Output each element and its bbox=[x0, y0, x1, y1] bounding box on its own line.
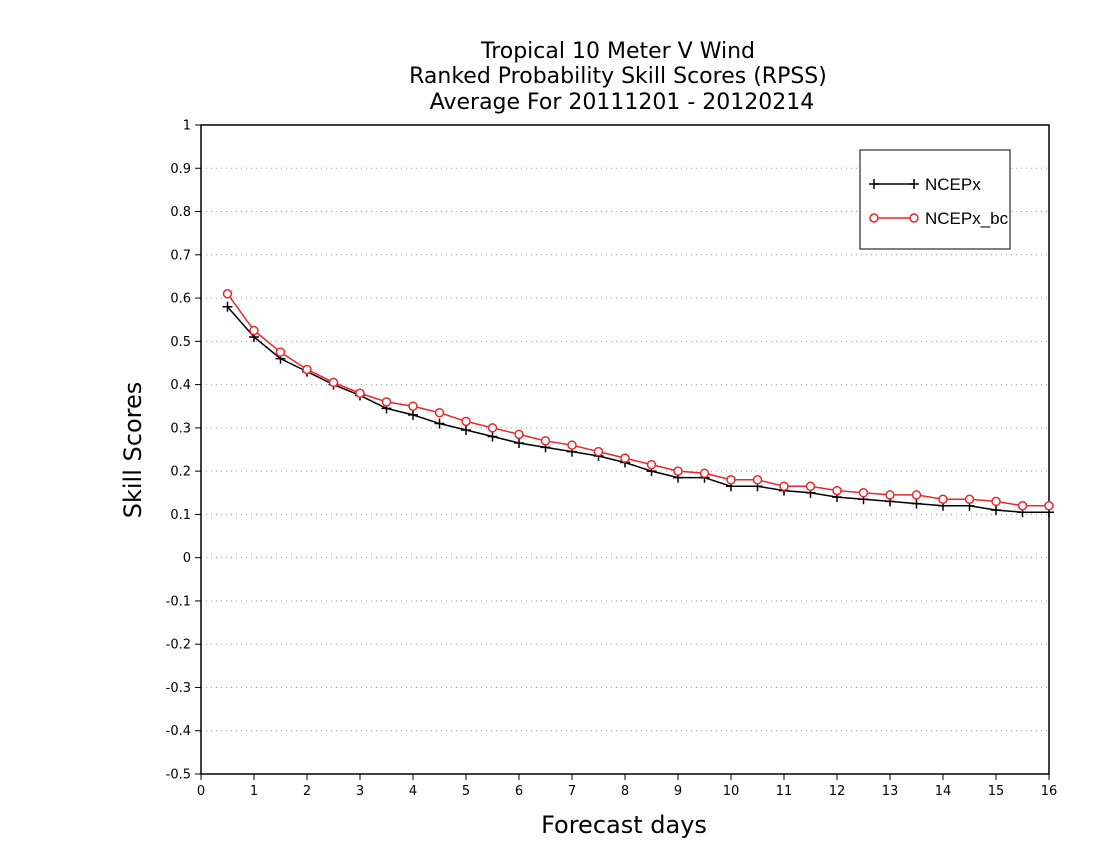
y-tick-label: -0.3 bbox=[166, 681, 191, 696]
x-tick-label: 2 bbox=[303, 784, 311, 799]
data-point bbox=[514, 438, 524, 449]
y-tick-label: 0.4 bbox=[170, 378, 191, 393]
data-point bbox=[222, 288, 233, 299]
x-axis-label: Forecast days bbox=[541, 811, 707, 839]
data-point bbox=[355, 388, 365, 399]
data-point bbox=[222, 301, 233, 312]
x-tick-label: 6 bbox=[515, 784, 523, 799]
x-tick-label: 5 bbox=[462, 784, 470, 799]
data-point bbox=[991, 496, 1001, 507]
x-tick-label: 3 bbox=[356, 784, 364, 799]
data-point bbox=[514, 429, 524, 440]
data-point bbox=[885, 490, 895, 500]
series-ncepx bbox=[222, 301, 1054, 518]
legend-marker bbox=[909, 213, 919, 223]
data-point bbox=[858, 488, 869, 498]
data-point bbox=[487, 423, 498, 433]
y-tick-label: 0 bbox=[183, 551, 191, 566]
x-tick-label: 16 bbox=[1041, 784, 1058, 799]
legend-label: NCEPx_bc bbox=[925, 209, 1009, 228]
y-tick-label: 1 bbox=[183, 119, 191, 134]
y-axis-label: Skill Scores bbox=[119, 382, 147, 519]
chart-title-line-3: Average For 20111201 - 20120214 bbox=[430, 90, 815, 115]
y-tick-label: -0.2 bbox=[166, 638, 191, 653]
y-tick-label: 0.8 bbox=[170, 205, 191, 220]
x-tick-label: 13 bbox=[882, 784, 899, 799]
data-point bbox=[699, 468, 710, 479]
data-point bbox=[1017, 500, 1028, 511]
legend: NCEPx NCEPx_bc bbox=[859, 149, 1011, 250]
x-tick-label: 0 bbox=[197, 784, 205, 799]
data-point bbox=[646, 459, 657, 470]
data-point bbox=[381, 397, 392, 407]
y-tick-label: -0.1 bbox=[166, 594, 191, 609]
legend-box bbox=[859, 149, 1011, 250]
data-point bbox=[275, 347, 286, 357]
y-tick-label: 0.1 bbox=[170, 508, 191, 523]
data-point bbox=[991, 505, 1001, 516]
x-tick-label: 9 bbox=[674, 784, 682, 799]
data-point bbox=[911, 498, 922, 509]
data-point bbox=[408, 409, 418, 420]
y-tick-label: 0.3 bbox=[170, 421, 191, 436]
data-point bbox=[434, 407, 445, 418]
y-tick-label: 0.5 bbox=[170, 335, 191, 350]
y-tick-label: 0.6 bbox=[170, 292, 191, 307]
legend-label: NCEPx bbox=[925, 175, 981, 194]
data-point bbox=[726, 475, 736, 485]
chart-title-line-2: Ranked Probability Skill Scores (RPSS) bbox=[409, 64, 827, 89]
series-ncepx-bc bbox=[222, 288, 1054, 511]
x-tick-label: 8 bbox=[621, 784, 629, 799]
series-line bbox=[226, 293, 1049, 507]
grid-lines bbox=[201, 167, 1049, 732]
series-line bbox=[226, 306, 1049, 513]
legend-item-ncepx-bc: NCEPx_bc bbox=[869, 209, 1009, 228]
data-point bbox=[1044, 500, 1054, 511]
data-point bbox=[302, 364, 312, 375]
data-point bbox=[593, 446, 604, 457]
data-point bbox=[964, 494, 975, 505]
y-tick-label: 0.2 bbox=[170, 465, 191, 480]
legend-item-ncepx: NCEPx bbox=[869, 175, 981, 194]
data-point bbox=[911, 490, 922, 500]
x-axis: 0 1 2 3 4 5 6 7 8 9 10 11 12 13 14 15 16 bbox=[197, 774, 1057, 799]
data-point bbox=[832, 485, 842, 496]
x-tick-label: 11 bbox=[776, 784, 793, 799]
data-point bbox=[779, 481, 789, 492]
data-point bbox=[461, 425, 471, 436]
x-tick-label: 14 bbox=[935, 784, 952, 799]
legend-marker bbox=[909, 179, 919, 189]
data-point bbox=[620, 453, 630, 463]
data-point bbox=[487, 431, 498, 442]
data-point bbox=[461, 416, 471, 427]
x-tick-label: 12 bbox=[829, 784, 846, 799]
x-tick-label: 7 bbox=[568, 784, 576, 799]
data-point bbox=[805, 481, 816, 492]
data-point bbox=[434, 418, 445, 429]
x-tick-label: 10 bbox=[723, 784, 740, 799]
data-point bbox=[249, 325, 259, 336]
chart-title-line-1: Tropical 10 Meter V Wind bbox=[480, 39, 755, 64]
x-tick-label: 4 bbox=[409, 784, 417, 799]
series-layer bbox=[222, 288, 1054, 518]
data-point bbox=[540, 436, 551, 446]
data-point bbox=[938, 494, 948, 505]
legend-marker bbox=[869, 213, 879, 223]
data-point bbox=[408, 401, 418, 411]
y-axis: 1 0.9 0.8 0.7 0.6 0.5 0.4 0.3 0.2 0.1 0 -0.1 -0.2 -0.… bbox=[166, 119, 201, 783]
data-point bbox=[567, 440, 577, 450]
y-tick-label: 0.9 bbox=[170, 162, 191, 177]
y-tick-label: 0.7 bbox=[170, 248, 191, 263]
data-point bbox=[673, 466, 683, 476]
y-tick-label: -0.5 bbox=[166, 768, 191, 783]
data-point bbox=[328, 377, 339, 388]
x-tick-label: 15 bbox=[988, 784, 1005, 799]
y-tick-label: -0.4 bbox=[166, 724, 191, 739]
legend-marker bbox=[869, 179, 879, 189]
data-point bbox=[752, 475, 763, 485]
x-tick-label: 1 bbox=[250, 784, 258, 799]
